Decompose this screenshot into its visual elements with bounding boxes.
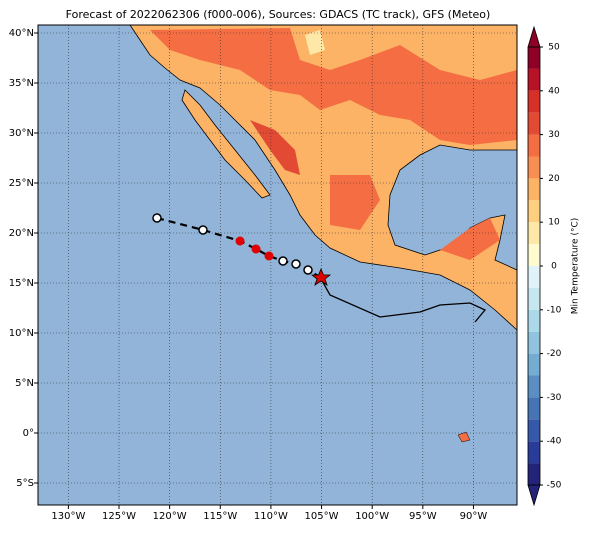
colorbar-tick-label: 20 [548, 174, 560, 184]
colorbar-tick-label: 40 [548, 86, 560, 96]
x-tick-label: 120°W [153, 511, 187, 522]
colorbar-band [528, 200, 540, 223]
colorbar-tick-label: -20 [547, 349, 562, 359]
colorbar-tick-label: 0 [551, 262, 557, 272]
x-tick-label: 130°W [51, 511, 85, 522]
y-tick-label: 5°S [16, 478, 34, 489]
x-tick-label: 105°W [305, 511, 339, 522]
y-tick-label: 5°N [15, 378, 34, 389]
y-tick-label: 30°N [9, 128, 34, 139]
colorbar-band [528, 244, 540, 266]
colorbar-band [528, 419, 540, 442]
colorbar-band [528, 287, 540, 310]
colorbar-band [528, 156, 540, 179]
y-tick-label: 10°N [9, 328, 34, 339]
colorbar-arrow [527, 25, 541, 48]
x-tick-label: 90°W [460, 511, 488, 522]
y-tick-label: 25°N [9, 178, 34, 189]
colorbar-band [528, 112, 540, 135]
colorbar-band [528, 222, 540, 245]
colorbar-tick-label: 10 [548, 218, 560, 228]
colorbar-tick-label: -10 [547, 305, 562, 315]
colorbar-tick-label: -50 [547, 481, 562, 491]
x-tick-label: 110°W [254, 511, 288, 522]
x-tick-label: 125°W [102, 511, 136, 522]
colorbar-band [528, 68, 540, 91]
colorbar-band [528, 178, 540, 201]
colorbar-tick-label: -30 [547, 393, 562, 403]
colorbar-band [528, 47, 540, 69]
y-tick-label: 35°N [9, 78, 34, 89]
title: Forecast of 2022062306 (f000-006), Sourc… [66, 8, 491, 21]
colorbar-band [528, 134, 540, 157]
colorbar-band [528, 331, 540, 354]
x-tick-label: 115°W [203, 511, 237, 522]
colorbar-band [528, 353, 540, 376]
land [129, 24, 518, 443]
colorbar-band [528, 441, 540, 464]
colorbar-band [528, 397, 540, 420]
storm-track [152, 213, 487, 323]
colorbar-label: Min Temperature (°C) [571, 218, 581, 315]
x-tick-label: 100°W [355, 511, 389, 522]
colorbar-tick-label: 50 [548, 43, 560, 53]
colorbar-band [528, 463, 540, 485]
x-tick-label: 95°W [409, 511, 437, 522]
y-tick-label: 40°N [9, 28, 34, 39]
y-tick-label: 0° [23, 428, 34, 439]
y-tick-label: 15°N [9, 278, 34, 289]
colorbar-band [528, 309, 540, 332]
colorbar-tick-label: -40 [547, 437, 562, 447]
colorbar-band [528, 266, 540, 288]
colorbar-band [528, 375, 540, 398]
colorbar-tick-label: 30 [548, 130, 560, 140]
y-tick-label: 20°N [9, 228, 34, 239]
colorbar-arrow [527, 484, 541, 507]
map-frame [37, 24, 518, 506]
colorbar-band [528, 90, 540, 113]
